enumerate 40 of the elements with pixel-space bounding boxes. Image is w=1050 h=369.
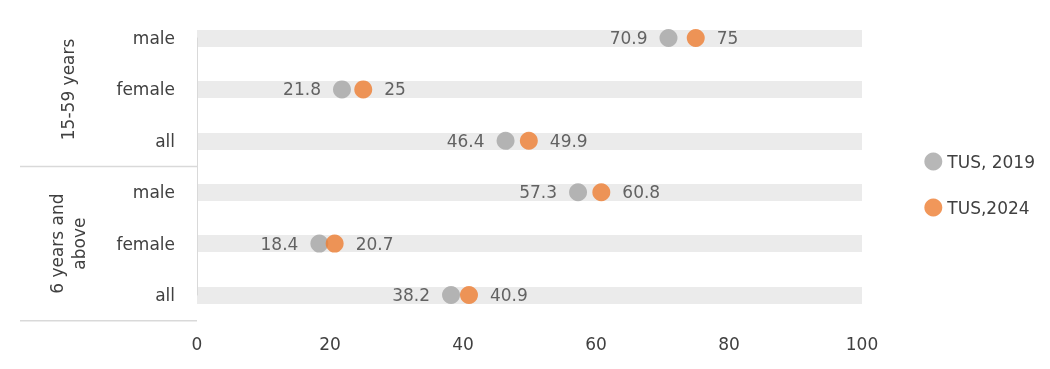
y-tick-label: male (132, 28, 175, 48)
data-label: 57.3 (519, 182, 558, 203)
text: 15-59 years (58, 38, 78, 141)
point (332, 80, 351, 99)
point (460, 286, 478, 304)
x-tick-label: 20 (319, 333, 341, 354)
data-label: 18.4 (260, 233, 299, 254)
data-label: 49.9 (549, 130, 588, 151)
data-label: 20.7 (355, 233, 394, 254)
x-tick-label: 0 (191, 333, 203, 354)
point (519, 131, 538, 150)
point (325, 234, 344, 253)
point (496, 131, 515, 150)
point (569, 183, 588, 202)
x-tick-label: 80 (718, 333, 740, 354)
x-tick-label: 60 (585, 333, 607, 354)
point (310, 234, 329, 253)
y-tick-label: female (116, 79, 175, 100)
data-label: 60.8 (622, 182, 661, 203)
point (592, 183, 611, 202)
data-label: 75 (716, 28, 739, 48)
legend-label: TUS, 2019 (946, 151, 1036, 172)
y-tick-label: all (155, 130, 175, 151)
y-tick-label: all (155, 285, 175, 305)
data-label: 21.8 (283, 79, 321, 100)
y-tick-label: female (116, 233, 175, 254)
point (354, 80, 373, 99)
point (686, 29, 705, 47)
data-label: 46.4 (446, 130, 485, 151)
point (442, 286, 461, 304)
data-label: 38.2 (392, 285, 431, 305)
data-label: 70.9 (609, 28, 648, 48)
point (659, 29, 678, 47)
text: 6 years and above (47, 193, 89, 294)
x-tick-label: 40 (452, 333, 474, 354)
data-label: 25 (384, 79, 406, 100)
data-label: 40.9 (489, 285, 528, 305)
x-tick-label: 100 (845, 333, 879, 354)
legend-label: TUS,2024 (946, 197, 1030, 218)
y-tick-label: male (132, 182, 175, 203)
